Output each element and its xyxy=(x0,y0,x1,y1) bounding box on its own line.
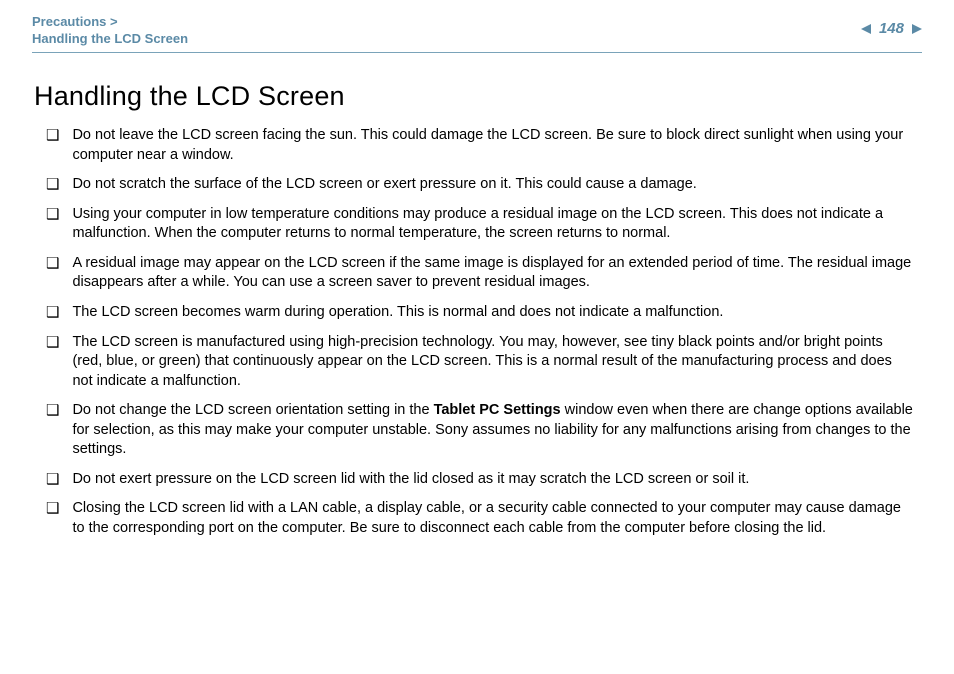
list-item-text: Do not leave the LCD screen facing the s… xyxy=(72,126,916,165)
breadcrumb-parent[interactable]: Precautions > xyxy=(32,14,188,29)
list-item-text: Do not change the LCD screen orientation… xyxy=(72,401,916,460)
page-number: 148 xyxy=(879,20,904,37)
prev-page-icon[interactable] xyxy=(861,24,873,34)
bullet-icon: ❑ xyxy=(46,501,59,516)
bullet-icon: ❑ xyxy=(46,207,59,222)
list-item-text: The LCD screen is manufactured using hig… xyxy=(72,333,916,392)
list-item-text: Do not exert pressure on the LCD screen … xyxy=(72,470,916,490)
list-item-text: Using your computer in low temperature c… xyxy=(72,205,916,244)
list-item: ❑ Do not change the LCD screen orientatio… xyxy=(46,401,916,460)
list-item: ❑ Do not scratch the surface of the LCD s… xyxy=(46,175,916,195)
list-item-text: Do not scratch the surface of the LCD sc… xyxy=(72,175,916,195)
bullet-icon: ❑ xyxy=(46,177,59,192)
content-area: Handling the LCD Screen ❑ Do not leave th… xyxy=(32,53,922,539)
list-item: ❑ Do not exert pressure on the LCD screen… xyxy=(46,470,916,490)
bullet-list: ❑ Do not leave the LCD screen facing the … xyxy=(34,126,916,539)
bullet-icon: ❑ xyxy=(46,335,59,350)
bullet-icon: ❑ xyxy=(46,472,59,487)
list-item: ❑ The LCD screen becomes warm during oper… xyxy=(46,303,916,323)
next-page-icon[interactable] xyxy=(910,24,922,34)
page-title: Handling the LCD Screen xyxy=(34,81,916,112)
list-item-text: The LCD screen becomes warm during opera… xyxy=(72,303,916,323)
list-item-text: Closing the LCD screen lid with a LAN ca… xyxy=(72,499,916,538)
bullet-icon: ❑ xyxy=(46,305,59,320)
bullet-icon: ❑ xyxy=(46,256,59,271)
bold-term: Tablet PC Settings xyxy=(434,402,561,418)
bullet-icon: ❑ xyxy=(46,128,59,143)
list-item: ❑ Using your computer in low temperature … xyxy=(46,205,916,244)
page-nav: 148 xyxy=(861,20,922,37)
breadcrumb-current[interactable]: Handling the LCD Screen xyxy=(32,31,188,46)
list-item-text: A residual image may appear on the LCD s… xyxy=(72,254,916,293)
list-item: ❑ Do not leave the LCD screen facing the … xyxy=(46,126,916,165)
list-item: ❑ The LCD screen is manufactured using hi… xyxy=(46,333,916,392)
list-item: ❑ A residual image may appear on the LCD … xyxy=(46,254,916,293)
page-header: Precautions > Handling the LCD Screen 14… xyxy=(32,14,922,46)
list-item: ❑ Closing the LCD screen lid with a LAN c… xyxy=(46,499,916,538)
document-page: Precautions > Handling the LCD Screen 14… xyxy=(0,0,954,674)
bullet-icon: ❑ xyxy=(46,403,59,418)
breadcrumb: Precautions > Handling the LCD Screen xyxy=(32,14,188,46)
